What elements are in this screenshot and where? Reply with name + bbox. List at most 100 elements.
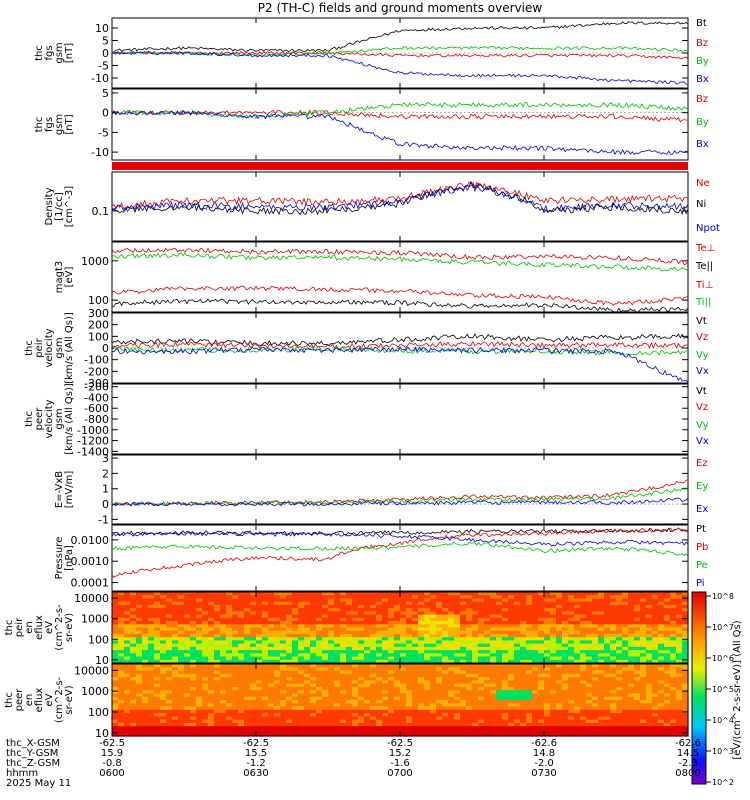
spectrogram-cell (652, 640, 659, 645)
spectrogram-cell (646, 729, 653, 734)
spectrogram-cell (208, 700, 215, 704)
spectrogram-cell (454, 595, 461, 599)
spectrogram-cell (238, 634, 245, 638)
spectrogram-cell (664, 729, 671, 734)
spectrogram-cell (628, 673, 635, 678)
spectrogram-cell (556, 595, 563, 599)
spectrogram-cell (214, 634, 221, 638)
spectrogram-cell (394, 716, 401, 721)
spectrogram-cell (292, 696, 299, 701)
spectrogram-cell (544, 686, 551, 691)
spectrogram-cell (262, 726, 269, 731)
spectrogram-cell (622, 611, 629, 616)
spectrogram-cell (556, 713, 563, 717)
spectrogram-cell (436, 683, 443, 688)
spectrogram-cell (424, 722, 431, 727)
spectrogram-cell (532, 627, 539, 632)
spectrogram-cell (604, 604, 611, 609)
spectrogram-cell (268, 643, 275, 648)
spectrogram-cell (292, 643, 299, 648)
spectrogram-cell (526, 716, 533, 721)
spectrogram-cell (682, 659, 689, 664)
spectrogram-cell (418, 706, 425, 711)
spectrogram-cell (526, 690, 533, 695)
spectrogram-cell (442, 664, 449, 668)
spectrogram-cell (496, 656, 503, 661)
spectrogram-cell (628, 667, 635, 672)
spectrogram-cell (520, 621, 527, 625)
spectrogram-cell (520, 627, 527, 632)
spectrogram-cell (370, 604, 377, 609)
spectrogram-cell (304, 604, 311, 609)
spectrogram-cell (514, 650, 521, 654)
spectrogram-cell (514, 722, 521, 727)
spectrogram-cell (574, 703, 581, 708)
spectrogram-cell (346, 700, 353, 704)
spectrogram-cell (514, 630, 521, 635)
spectrogram-cell (448, 624, 455, 629)
spectrogram-cell (604, 659, 611, 664)
spectrogram-cell (478, 690, 485, 695)
spectrogram-cell (250, 713, 257, 717)
spectrogram-cell (370, 722, 377, 727)
spectrogram-cell (586, 709, 593, 714)
spectrogram-cell (676, 706, 683, 711)
spectrogram-cell (268, 601, 275, 606)
spectrogram-cell (298, 592, 305, 596)
spectrogram-cell (598, 690, 605, 695)
spectrogram-cell (448, 637, 455, 641)
spectrogram-cell (658, 604, 665, 609)
spectrogram-cell (502, 595, 509, 599)
spectrogram-cell (424, 703, 431, 708)
spectrogram-cell (160, 664, 167, 668)
spectrogram-cell (628, 592, 635, 596)
spectrogram-cell (652, 643, 659, 648)
spectrogram-cell (214, 630, 221, 635)
y-axis-label-line: thc (4, 620, 15, 636)
spectrogram-cell (340, 624, 347, 629)
spectrogram-cell (682, 611, 689, 616)
spectrogram-cell (286, 630, 293, 635)
spectrogram-cell (616, 670, 623, 675)
spectrogram-cell (196, 643, 203, 648)
spectrogram-cell (664, 686, 671, 691)
spectrogram-cell (424, 729, 431, 734)
spectrogram-cell (172, 611, 179, 616)
spectrogram-cell (268, 690, 275, 695)
spectrogram-cell (154, 696, 161, 701)
spectrogram-cell (670, 726, 677, 731)
spectrogram-cell (640, 653, 647, 658)
spectrogram-cell (430, 716, 437, 721)
spectrogram-cell (652, 595, 659, 599)
spectrogram-cell (364, 634, 371, 638)
spectrogram-cell (280, 621, 287, 625)
spectrogram-cell (664, 722, 671, 727)
spectrogram-cell (520, 729, 527, 734)
spectrogram-cell (472, 621, 479, 625)
spectrogram-cell (562, 598, 569, 603)
spectrogram-cell (472, 686, 479, 691)
spectrogram-cell (514, 729, 521, 734)
spectrogram-cell (244, 670, 251, 675)
spectrogram-cell (478, 634, 485, 638)
spectrogram-cell (226, 700, 233, 704)
legend-label: Vy (696, 350, 709, 361)
spectrogram-cell (238, 637, 245, 641)
spectrogram-cell (580, 673, 587, 678)
spectrogram-cell (496, 686, 503, 691)
spectrogram-cell (208, 621, 215, 625)
spectrogram-cell (250, 630, 257, 635)
spectrogram-cell (160, 617, 167, 622)
spectrogram-cell (196, 627, 203, 632)
spectrogram-cell (652, 709, 659, 714)
spectrogram-cell (202, 670, 209, 675)
spectrogram-cell (304, 670, 311, 675)
spectrogram-cell (514, 643, 521, 648)
spectrogram-cell (580, 719, 587, 724)
spectrogram-cell (238, 611, 245, 616)
spectrogram-cell (112, 726, 119, 731)
spectrogram-cell (418, 659, 425, 664)
spectrogram-cell (364, 650, 371, 654)
spectrogram-cell (394, 621, 401, 625)
spectrogram-cell (646, 640, 653, 645)
